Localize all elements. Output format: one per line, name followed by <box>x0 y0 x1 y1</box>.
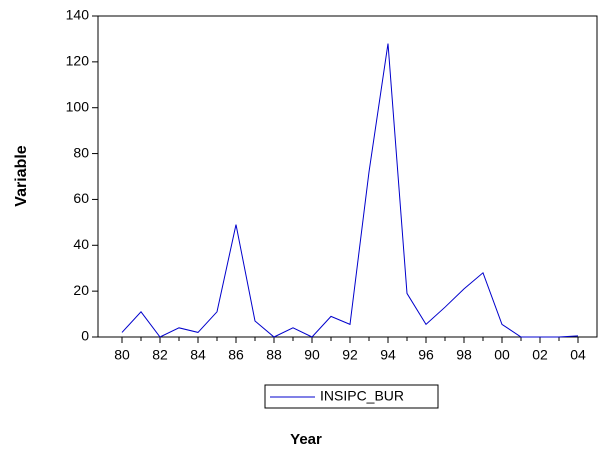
y-tick-label: 40 <box>73 236 89 252</box>
y-tick-label: 60 <box>73 190 89 206</box>
x-tick-label: 80 <box>114 347 130 363</box>
x-tick-label: 82 <box>152 347 168 363</box>
x-tick-label: 00 <box>494 347 510 363</box>
x-tick-label: 02 <box>532 347 548 363</box>
x-tick-label: 86 <box>228 347 244 363</box>
x-tick-label: 92 <box>342 347 358 363</box>
x-tick-label: 88 <box>266 347 282 363</box>
x-tick-label: 98 <box>456 347 472 363</box>
data-line <box>121 43 579 338</box>
x-tick-label: 96 <box>418 347 434 363</box>
y-tick-label: 140 <box>66 7 90 23</box>
y-tick-label: 120 <box>66 53 90 69</box>
x-tick-label: 04 <box>570 347 586 363</box>
x-tick-label: 94 <box>380 347 396 363</box>
y-tick-label: 80 <box>73 144 89 160</box>
y-tick-label: 100 <box>66 98 90 114</box>
y-tick-label: 0 <box>81 328 89 344</box>
y-tick-label: 20 <box>73 282 89 298</box>
y-axis-label: Variable <box>13 145 30 206</box>
x-tick-label: 84 <box>190 347 206 363</box>
x-tick-label: 90 <box>304 347 320 363</box>
legend-box <box>264 384 439 409</box>
legend-label: INSIPC_BUR <box>320 388 404 404</box>
plot-frame <box>97 15 598 338</box>
x-axis-label: Year <box>290 431 322 448</box>
